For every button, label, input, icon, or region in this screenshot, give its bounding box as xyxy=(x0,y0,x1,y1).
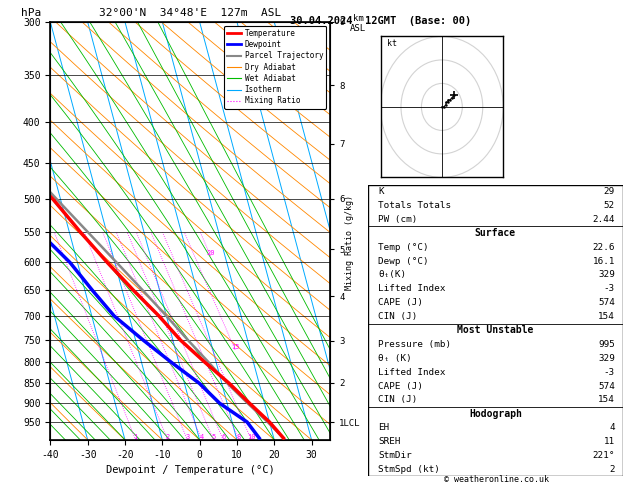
Text: EH: EH xyxy=(378,423,389,432)
Text: 995: 995 xyxy=(598,340,615,349)
Text: 22.6: 22.6 xyxy=(593,243,615,252)
Text: 5: 5 xyxy=(211,434,216,440)
Text: 10: 10 xyxy=(247,434,255,440)
Text: K: K xyxy=(378,187,384,196)
Text: Dewp (°C): Dewp (°C) xyxy=(378,257,429,265)
Text: CAPE (J): CAPE (J) xyxy=(378,382,423,391)
Text: StmDir: StmDir xyxy=(378,451,412,460)
Text: kt: kt xyxy=(387,39,397,48)
Text: CAPE (J): CAPE (J) xyxy=(378,298,423,307)
Text: Totals Totals: Totals Totals xyxy=(378,201,451,210)
Text: 2: 2 xyxy=(610,465,615,474)
Text: Temp (°C): Temp (°C) xyxy=(378,243,429,252)
Text: CIN (J): CIN (J) xyxy=(378,312,418,321)
Y-axis label: hPa: hPa xyxy=(21,8,41,17)
Text: SREH: SREH xyxy=(378,437,401,446)
Text: 154: 154 xyxy=(598,312,615,321)
Text: 16.1: 16.1 xyxy=(593,257,615,265)
Text: Mixing Ratio (g/kg): Mixing Ratio (g/kg) xyxy=(345,195,353,291)
Text: 2.44: 2.44 xyxy=(593,215,615,224)
Legend: Temperature, Dewpoint, Parcel Trajectory, Dry Adiabat, Wet Adiabat, Isotherm, Mi: Temperature, Dewpoint, Parcel Trajectory… xyxy=(224,26,326,108)
Text: θₜ (K): θₜ (K) xyxy=(378,354,412,363)
Text: Most Unstable: Most Unstable xyxy=(457,326,533,335)
Text: 3: 3 xyxy=(185,434,189,440)
Text: 329: 329 xyxy=(598,354,615,363)
Text: 574: 574 xyxy=(598,298,615,307)
Text: 29: 29 xyxy=(604,187,615,196)
Text: 6: 6 xyxy=(221,434,225,440)
X-axis label: Dewpoint / Temperature (°C): Dewpoint / Temperature (°C) xyxy=(106,465,275,475)
Text: 154: 154 xyxy=(598,396,615,404)
Text: PW (cm): PW (cm) xyxy=(378,215,418,224)
Text: 15: 15 xyxy=(231,344,240,349)
Text: 221°: 221° xyxy=(593,451,615,460)
Text: 574: 574 xyxy=(598,382,615,391)
Text: Lifted Index: Lifted Index xyxy=(378,284,446,294)
Text: 4: 4 xyxy=(200,434,204,440)
Text: 20: 20 xyxy=(206,250,214,256)
Text: © weatheronline.co.uk: © weatheronline.co.uk xyxy=(445,474,549,484)
Text: 52: 52 xyxy=(604,201,615,210)
Text: Surface: Surface xyxy=(475,228,516,238)
Text: Lifted Index: Lifted Index xyxy=(378,367,446,377)
Text: 4: 4 xyxy=(610,423,615,432)
Text: 30.04.2024  12GMT  (Base: 00): 30.04.2024 12GMT (Base: 00) xyxy=(290,16,471,26)
Text: 1: 1 xyxy=(133,434,138,440)
Y-axis label: km
ASL: km ASL xyxy=(350,14,366,33)
Text: 11: 11 xyxy=(604,437,615,446)
Text: θₜ(K): θₜ(K) xyxy=(378,270,406,279)
Text: -3: -3 xyxy=(604,284,615,294)
Text: Hodograph: Hodograph xyxy=(469,409,522,419)
Text: 8: 8 xyxy=(237,434,241,440)
Text: 2: 2 xyxy=(165,434,170,440)
Text: Pressure (mb): Pressure (mb) xyxy=(378,340,451,349)
Text: 329: 329 xyxy=(598,270,615,279)
Title: 32°00'N  34°48'E  127m  ASL: 32°00'N 34°48'E 127m ASL xyxy=(99,8,281,18)
Text: CIN (J): CIN (J) xyxy=(378,396,418,404)
Text: StmSpd (kt): StmSpd (kt) xyxy=(378,465,440,474)
Text: -3: -3 xyxy=(604,367,615,377)
